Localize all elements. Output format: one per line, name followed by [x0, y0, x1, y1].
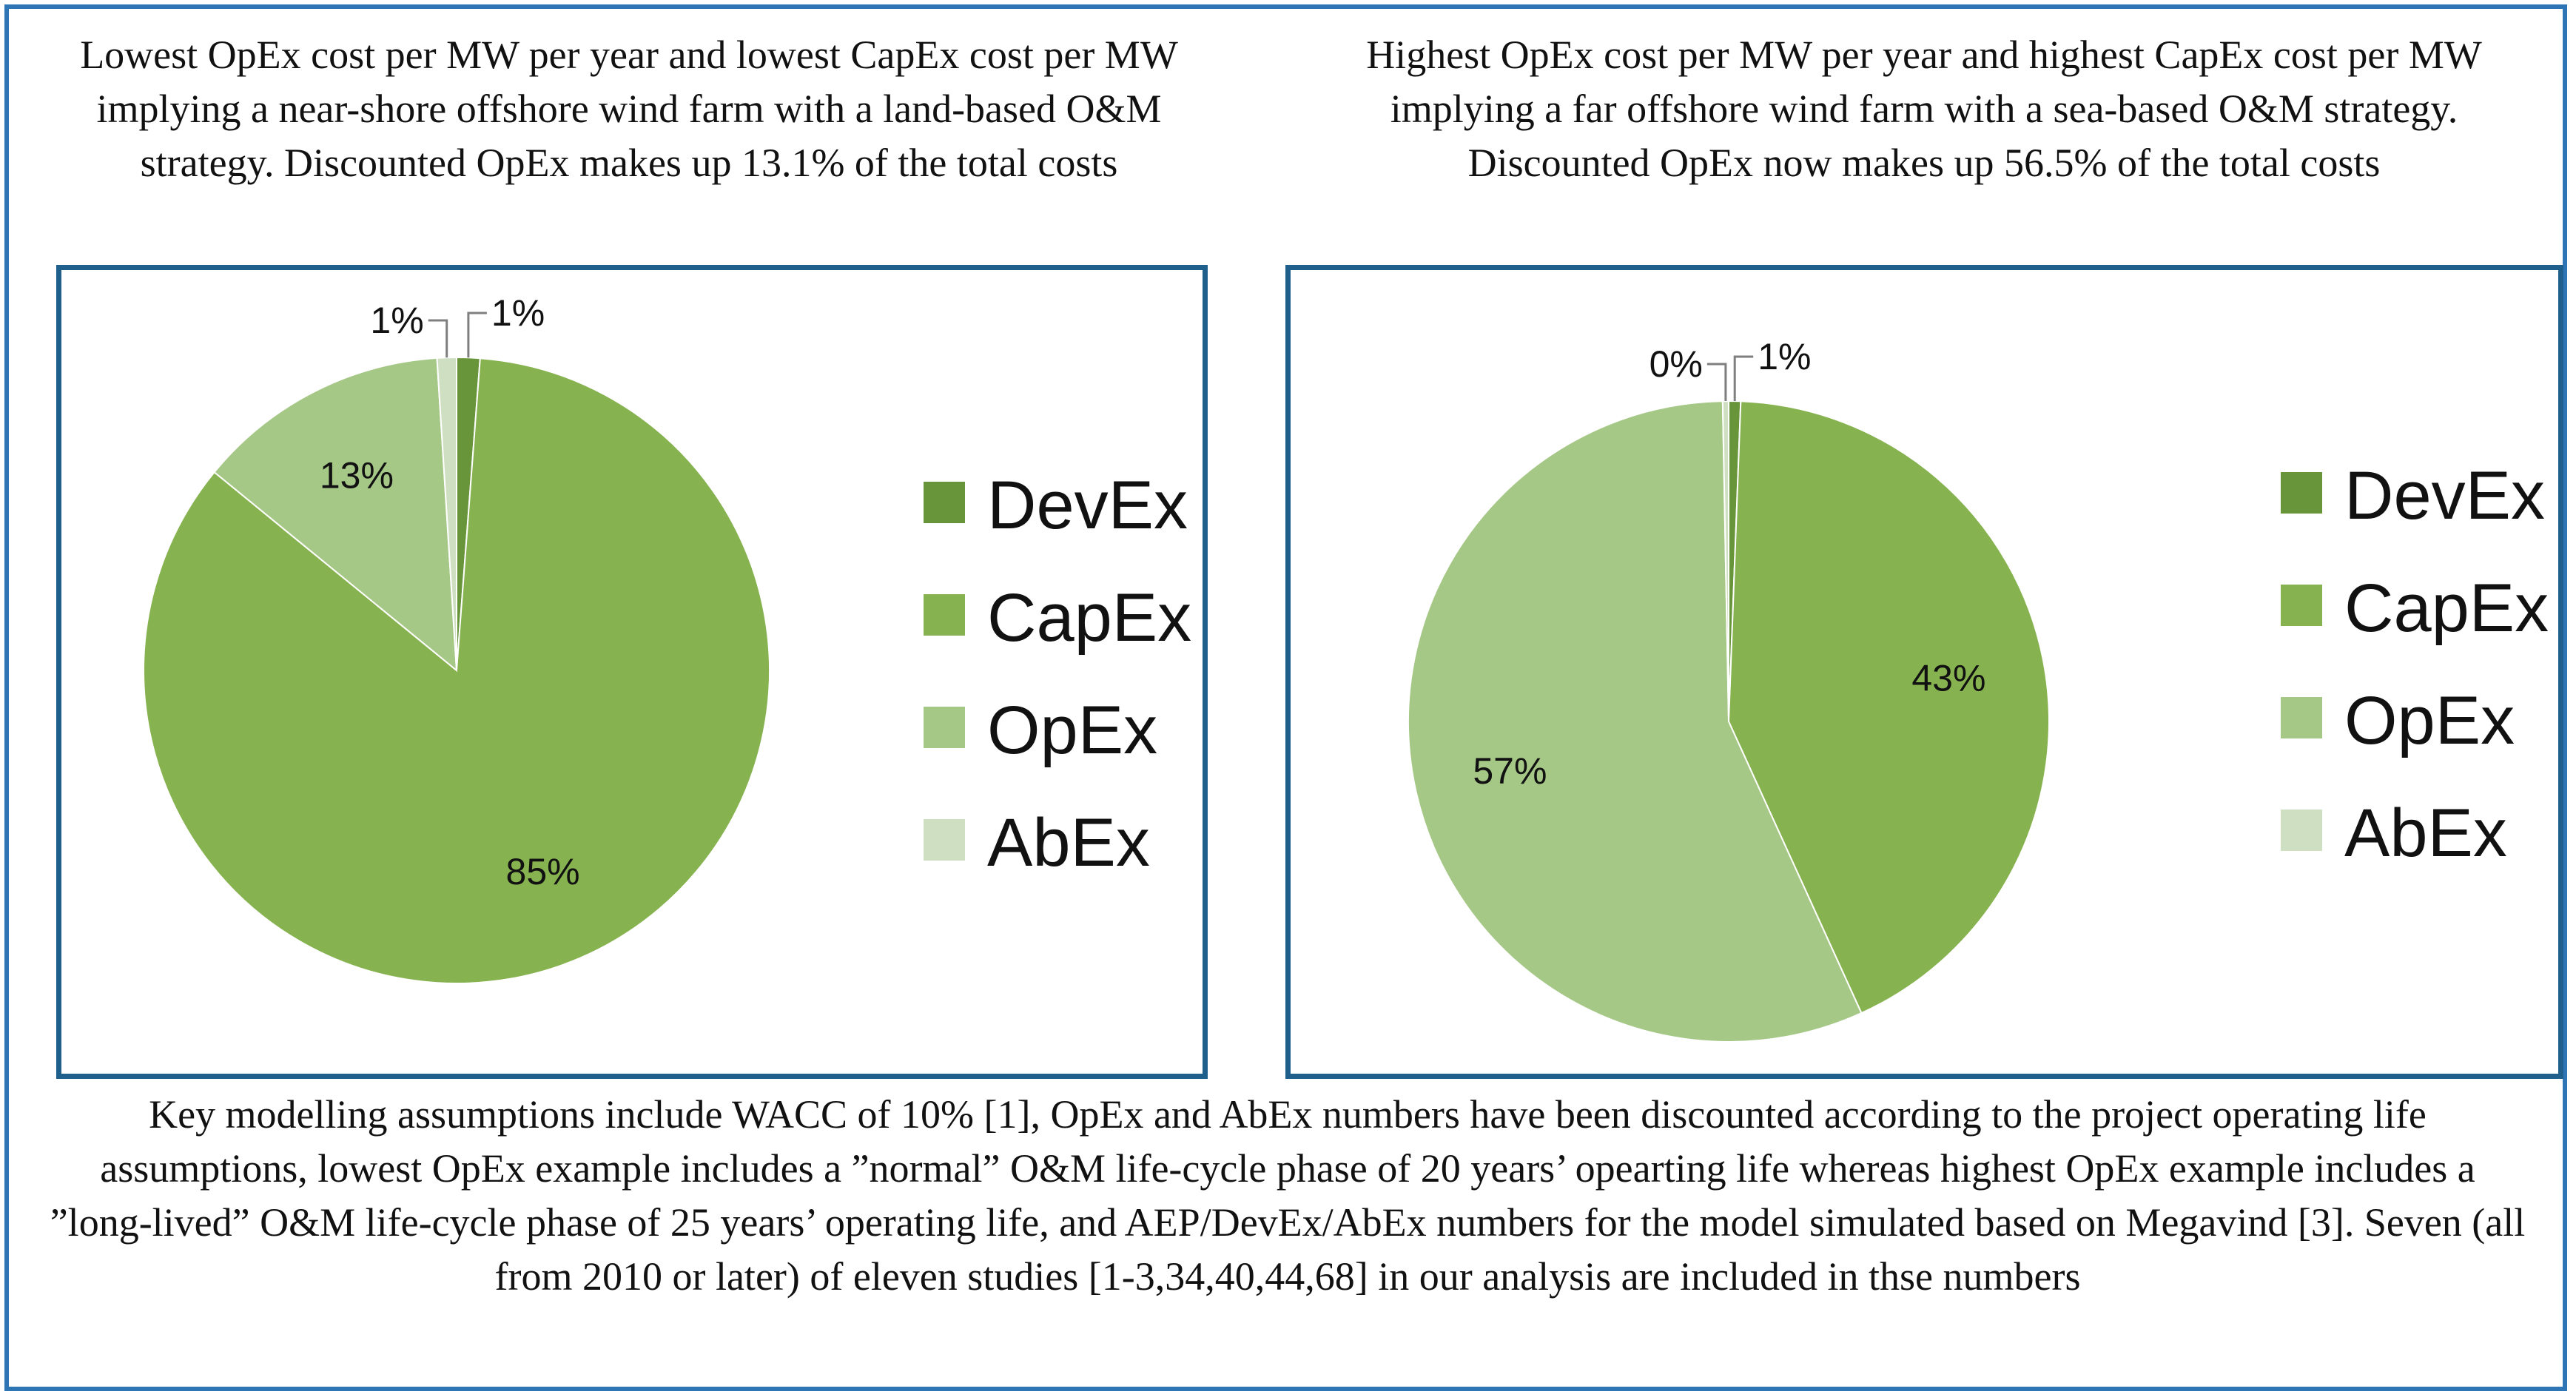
left-chart-title: Lowest OpEx cost per MW per year and low…: [80, 33, 1178, 185]
legend-label-capex: CapEx: [2344, 571, 2549, 646]
pie-slice-opex: [213, 357, 458, 673]
left-pie-chart: 1% 85% 13% 1% DevEx CapEx OpEx AbEx: [142, 292, 1191, 984]
data-label-abex: 1%: [370, 300, 423, 341]
figure-frame: [4, 4, 2567, 1391]
right-chart-box: 1% 43% 57% 0% DevEx CapEx OpEx AbEx: [1285, 265, 2563, 1079]
legend-swatch-devex: [924, 482, 965, 523]
legend-swatch-devex: [2281, 472, 2322, 514]
data-label-devex: 1%: [491, 292, 545, 334]
right-pie-chart: 1% 43% 57% 0% DevEx CapEx OpEx AbEx: [1408, 336, 2549, 1043]
legend-swatch-opex: [924, 707, 965, 748]
legend-label-abex: AbEx: [987, 805, 1150, 881]
legend-swatch-capex: [2281, 585, 2322, 626]
legend-label-capex: CapEx: [987, 580, 1191, 656]
legend-label-opex: OpEx: [987, 693, 1157, 768]
legend-swatch-opex: [2281, 697, 2322, 738]
right-chart-title: Highest OpEx cost per MW per year and hi…: [1366, 33, 2482, 185]
data-label-opex: 13%: [320, 455, 394, 497]
legend-label-devex: DevEx: [987, 468, 1188, 543]
leader-line-devex: [467, 312, 487, 358]
data-label-capex: 43%: [1911, 657, 1985, 699]
legend-swatch-abex: [2281, 810, 2322, 851]
left-chart-box: 1% 85% 13% 1% DevEx CapEx OpEx AbEx: [56, 265, 1208, 1079]
pie-slice-abex: [436, 356, 457, 671]
pie-slice-capex: [1727, 400, 2050, 1014]
legend-label-devex: DevEx: [2344, 458, 2545, 534]
legend-label-opex: OpEx: [2344, 683, 2515, 758]
pie-slice-opex: [1408, 400, 1863, 1043]
data-label-opex: 57%: [1473, 750, 1547, 792]
leader-line-devex: [1733, 355, 1754, 402]
data-label-abex: 0%: [1649, 343, 1703, 385]
legend-swatch-capex: [924, 594, 965, 636]
data-label-devex: 1%: [1758, 336, 1811, 377]
pie-slice-abex: [1721, 400, 1729, 722]
leader-line-abex: [428, 319, 448, 358]
data-label-capex: 85%: [506, 851, 580, 892]
legend-label-abex: AbEx: [2344, 795, 2507, 871]
assumptions-footnote: Key modelling assumptions include WACC o…: [50, 1092, 2526, 1299]
leader-line-abex: [1706, 363, 1727, 401]
legend-swatch-abex: [924, 819, 965, 861]
